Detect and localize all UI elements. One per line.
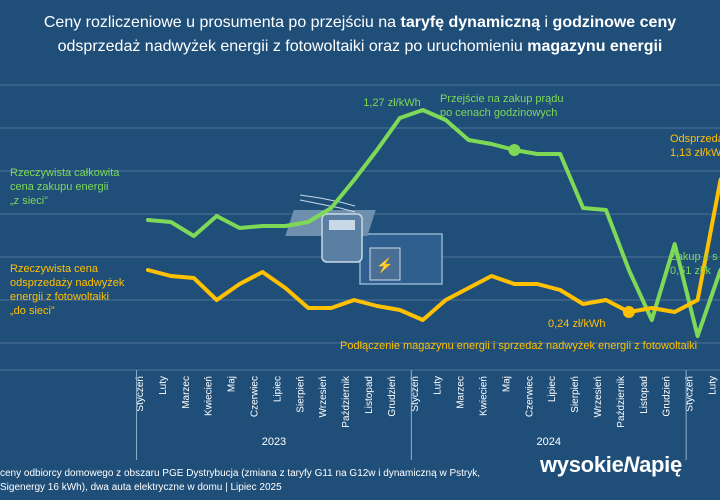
x-tick-label: Styczeń <box>410 376 421 412</box>
title-text: odsprzedaż nadwyżek energii z fotowoltai… <box>57 38 528 55</box>
x-tick-label: Październik <box>616 375 627 428</box>
switch-marker <box>508 144 521 156</box>
year-label: 2024 <box>537 436 561 448</box>
title-bold-text: godzinowe ceny <box>552 14 677 31</box>
sell-end-label: Odsprzedaż <box>670 133 720 145</box>
yellow-series-label: Rzeczywista cena <box>10 263 99 275</box>
year-label: 2023 <box>262 436 286 448</box>
series-line-green <box>146 108 720 338</box>
x-tick-label: Marzec <box>456 376 467 409</box>
series-line-yellow <box>146 176 720 322</box>
footnote-line-2: Sigenergy 16 kWh), dwa auta elektryczne … <box>0 482 282 493</box>
title-bold-text: magazynu energii <box>527 38 663 55</box>
x-tick-label: Kwiecień <box>204 376 215 416</box>
x-tick-label: Maj <box>227 376 238 392</box>
switch-annotation: po cenach godzinowych <box>440 107 557 119</box>
lightning-icon: ⚡ <box>376 257 393 274</box>
x-tick-label: Lipiec <box>547 376 558 402</box>
meter-display-icon <box>329 220 355 230</box>
x-tick-label: Czerwiec <box>524 376 535 417</box>
green-series-label: Rzeczywista całkowita <box>10 167 120 179</box>
x-tick-label: Maj <box>501 376 512 392</box>
x-tick-label: Wrzesień <box>318 376 329 418</box>
low-value-label: 0,24 zł/kWh <box>548 318 605 330</box>
footnote-line-1: ceny odbiorcy domowego z obszaru PGE Dys… <box>0 468 481 479</box>
x-tick-label: Lipiec <box>272 376 283 402</box>
x-tick-label: Luty <box>158 376 169 395</box>
x-tick-label: Luty <box>708 376 719 395</box>
power-line-icon <box>299 194 356 207</box>
yellow-series-label: „do sieci” <box>10 305 55 317</box>
x-tick-label: Listopad <box>639 376 650 414</box>
power-line-icon <box>299 199 356 213</box>
x-tick-label: Marzec <box>181 376 192 409</box>
sell-end-label: 1,13 zł/kWh <box>670 147 720 159</box>
peak-value-label: 1,27 zł/kWh <box>363 97 420 109</box>
brand-logo: wysokieNapię <box>540 452 682 478</box>
logo-text: wysokie <box>540 452 624 477</box>
yellow-series-label: energii z fotowoltaiki <box>10 291 109 303</box>
title-text: Ceny rozliczeniowe u prosumenta po przej… <box>43 14 401 31</box>
storage-annotation: Podłączenie magazynu energii i sprzedaż … <box>340 340 697 352</box>
x-tick-label: Sierpień <box>295 376 306 413</box>
x-tick-label: Wrzesień <box>593 376 604 418</box>
chart-title-line-1: Ceny rozliczeniowe u prosumenta po przej… <box>0 14 720 32</box>
switch-annotation: Przejście na zakup prądu <box>440 93 564 105</box>
x-tick-label: Kwiecień <box>479 376 490 416</box>
title-bold-text: taryfę dynamiczną <box>400 14 541 31</box>
x-tick-label: Luty <box>433 376 444 395</box>
green-series-label: cena zakupu energii <box>10 181 108 193</box>
storage-marker <box>622 306 635 318</box>
title-text: i <box>540 14 553 31</box>
x-tick-label: Grudzień <box>387 376 398 417</box>
chart-title-line-2: odsprzedaż nadwyżek energii z fotowoltai… <box>0 38 720 56</box>
yellow-series-label: odsprzedaży nadwyżek <box>10 277 125 289</box>
x-tick-label: Sierpień <box>570 376 581 413</box>
logo-letter: N <box>623 452 640 477</box>
logo-text: apię <box>639 452 682 477</box>
x-tick-label: Listopad <box>364 376 375 414</box>
x-tick-label: Styczeń <box>685 376 696 412</box>
x-tick-label: Czerwiec <box>250 376 261 417</box>
x-tick-label: Grudzień <box>662 376 673 417</box>
x-tick-label: Styczeń <box>135 376 146 412</box>
buy-end-label: 0,51 zł/k <box>670 265 711 277</box>
green-series-label: „z sieci” <box>10 195 48 207</box>
battery-icon <box>369 247 401 281</box>
buy-end-label: Zakup z s <box>670 251 718 263</box>
x-tick-label: Październik <box>341 375 352 428</box>
